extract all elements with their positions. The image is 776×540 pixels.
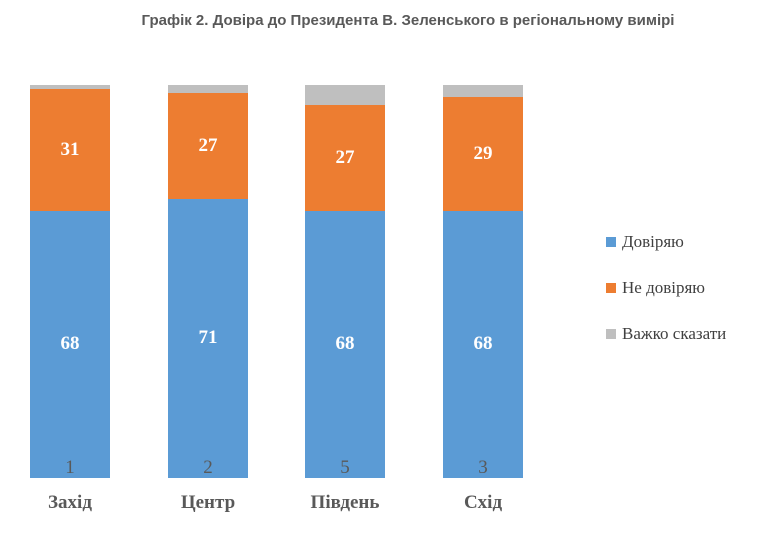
- bar-segment: [305, 85, 385, 105]
- bar-segment: [443, 96, 523, 211]
- bar-segment: [30, 88, 110, 211]
- bar-segment: [30, 85, 110, 89]
- bar-segment: [443, 210, 523, 478]
- bar-segment: [305, 210, 385, 478]
- data-label: 27: [335, 146, 355, 168]
- legend-item: Важко сказати: [606, 322, 726, 345]
- data-label: 68: [60, 333, 80, 355]
- data-label: 27: [198, 134, 218, 156]
- data-label: 1: [65, 457, 75, 478]
- data-label: 31: [60, 138, 80, 160]
- data-label: 3: [478, 457, 488, 478]
- legend-swatch: [606, 236, 616, 247]
- legend-item: Довіряю: [606, 230, 726, 253]
- legend-label: Не довіряю: [622, 277, 705, 297]
- data-label: 5: [340, 457, 350, 478]
- legend: Довіряю Не довіряю Важко сказати: [606, 230, 726, 368]
- data-label: 2: [203, 457, 213, 478]
- data-label: 29: [473, 142, 493, 164]
- category-label: Центр: [180, 492, 236, 513]
- bar-segment: [305, 104, 385, 211]
- legend-swatch: [606, 328, 616, 339]
- bar-segment: [443, 85, 523, 97]
- chart-title: Графік 2. Довіра до Президента В. Зеленс…: [141, 12, 675, 29]
- data-label: 68: [473, 333, 493, 355]
- data-label: 71: [198, 327, 218, 349]
- legend-label: Важко сказати: [622, 323, 727, 343]
- category-label: Захід: [48, 492, 92, 513]
- bar-segment: [168, 85, 248, 93]
- data-label: 68: [335, 333, 355, 355]
- legend-label: Довіряю: [622, 231, 684, 251]
- category-label: Схід: [463, 492, 503, 513]
- category-label: Південь: [310, 492, 380, 513]
- legend-swatch: [606, 282, 616, 293]
- legend-item: Не довіряю: [606, 276, 726, 299]
- bar-segment: [30, 210, 110, 478]
- bar-segment: [168, 198, 248, 478]
- bar-segment: [168, 92, 248, 199]
